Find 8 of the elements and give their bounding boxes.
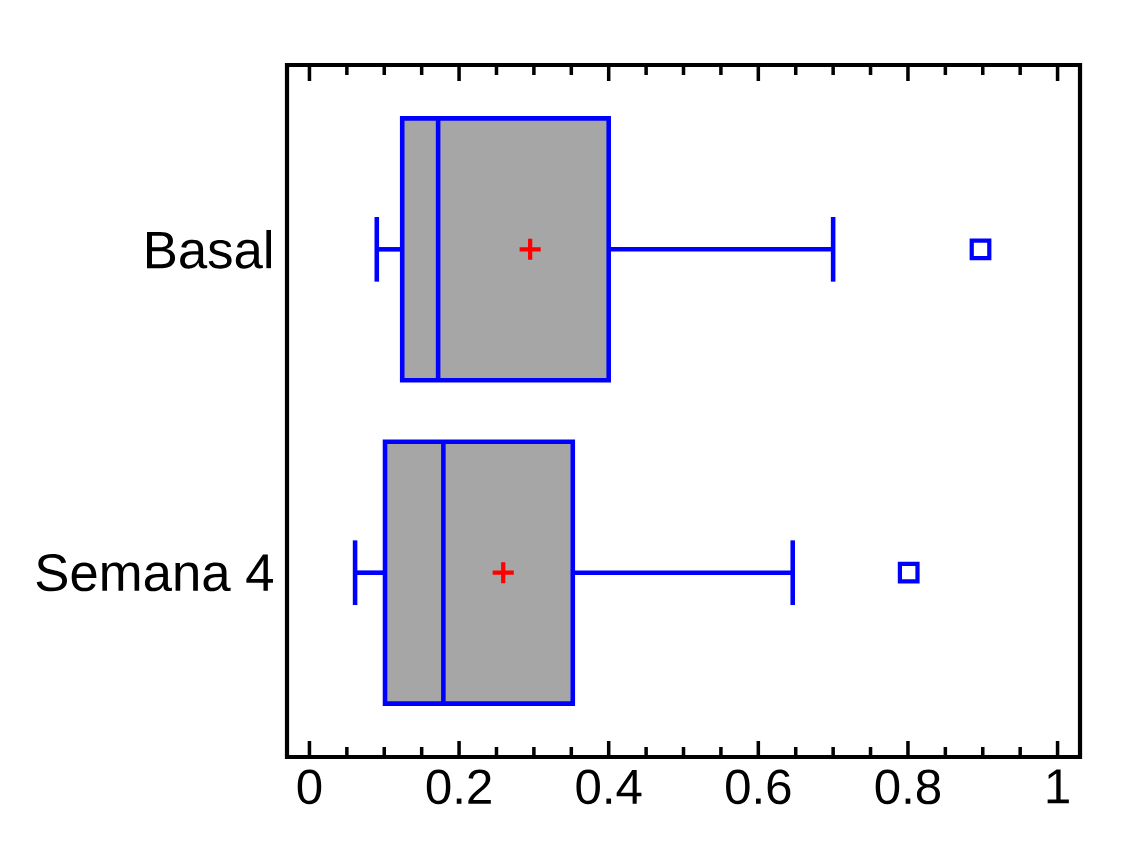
x-tick-label: 0.4 xyxy=(576,769,642,805)
x-tick-label: 0.6 xyxy=(726,769,791,805)
x-tick-label: 0.8 xyxy=(875,769,941,805)
y-tick-label: Basal xyxy=(147,229,272,269)
y-tick-label: Semana 4 xyxy=(36,554,273,592)
x-tick-label: 1 xyxy=(1047,769,1069,804)
x-tick-label: 0.2 xyxy=(426,769,491,805)
x-tick-label: 0 xyxy=(297,769,322,805)
